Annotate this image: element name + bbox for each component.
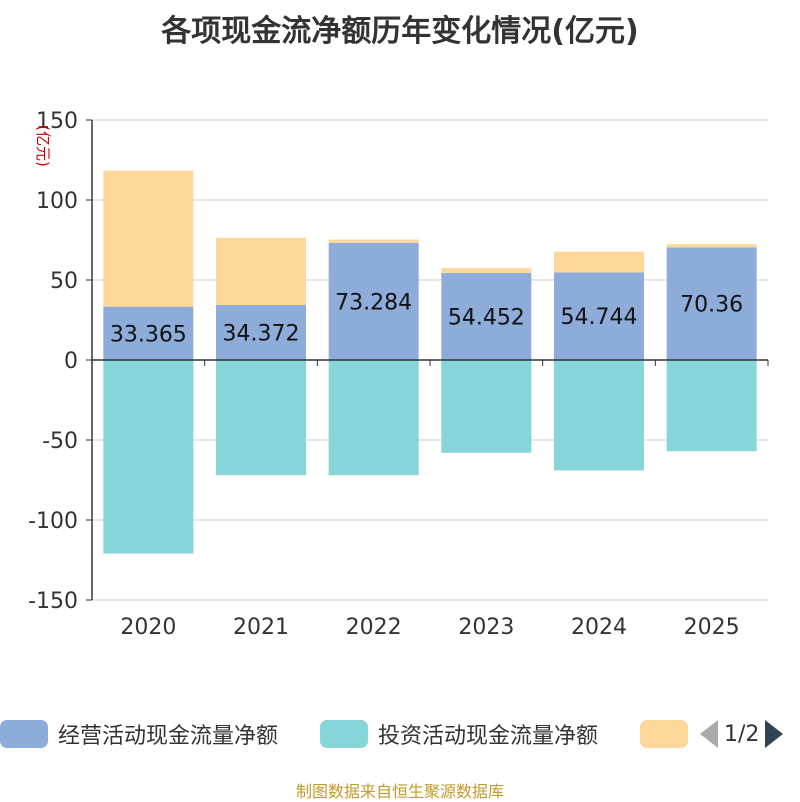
pager-next-icon[interactable] (765, 720, 784, 748)
x-tick-label: 2024 (571, 615, 627, 640)
y-axis-label: (亿元) (34, 125, 52, 167)
bar-financing (666, 244, 757, 248)
legend-swatch (640, 720, 688, 748)
x-tick-label: 2021 (233, 615, 289, 640)
bar-investing (216, 360, 306, 476)
y-tick-label: -50 (42, 429, 78, 454)
legend-swatch (0, 720, 48, 748)
bar-investing (666, 360, 757, 452)
data-label: 73.284 (335, 290, 412, 315)
pager-prev-icon[interactable] (700, 720, 718, 748)
bar-operating (441, 272, 532, 360)
legend-label: 经营活动现金流量净额 (58, 724, 279, 749)
y-tick-label: 0 (64, 349, 78, 374)
x-tick-label: 2023 (458, 615, 514, 640)
legend-item-financing[interactable] (640, 718, 688, 750)
data-label: 54.744 (561, 305, 638, 330)
bar-investing (103, 360, 194, 554)
y-tick-label: -150 (28, 589, 78, 614)
bar-financing (216, 237, 306, 306)
data-label: 54.452 (448, 305, 525, 330)
pager-text: 1/2 (724, 721, 760, 747)
bar-investing (328, 360, 419, 476)
legend-item-operating[interactable]: 经营活动现金流量净额 (0, 718, 278, 750)
bar-financing (328, 239, 419, 243)
bar-financing (103, 170, 194, 307)
bar-investing (441, 360, 532, 453)
bar-investing (554, 360, 644, 471)
y-tick-label: 50 (50, 269, 78, 294)
legend-label: 投资活动现金流量净额 (378, 724, 599, 749)
y-tick-label: 150 (36, 109, 78, 134)
bar-operating (666, 247, 757, 360)
x-tick-label: 2022 (346, 615, 402, 640)
bar-operating (554, 272, 644, 360)
bar-operating (328, 242, 419, 360)
legend-swatch (320, 720, 368, 748)
bar-financing (441, 268, 532, 273)
x-tick-label: 2025 (684, 615, 740, 640)
legend-item-investing[interactable]: 投资活动现金流量净额 (320, 718, 598, 750)
bar-operating (216, 305, 306, 360)
data-label: 70.36 (680, 293, 743, 318)
data-label: 34.372 (223, 322, 300, 347)
y-tick-label: 100 (36, 189, 78, 214)
chart-title: 各项现金流净额历年变化情况(亿元) (161, 14, 639, 49)
source-note: 制图数据来自恒生聚源数据库 (295, 782, 504, 801)
x-tick-label: 2020 (120, 615, 176, 640)
bar-operating (103, 306, 194, 360)
bar-chart: 150 100 50 0 -50 -100 -150 (亿元) 33.365 2020 34.372… (28, 109, 769, 640)
legend: 经营活动现金流量净额 投资活动现金流量净额 1/2 (0, 716, 800, 756)
bar-financing (554, 251, 644, 273)
data-label: 33.365 (110, 322, 187, 347)
legend-pager: 1/2 (700, 720, 784, 748)
y-tick-label: -100 (28, 509, 78, 534)
